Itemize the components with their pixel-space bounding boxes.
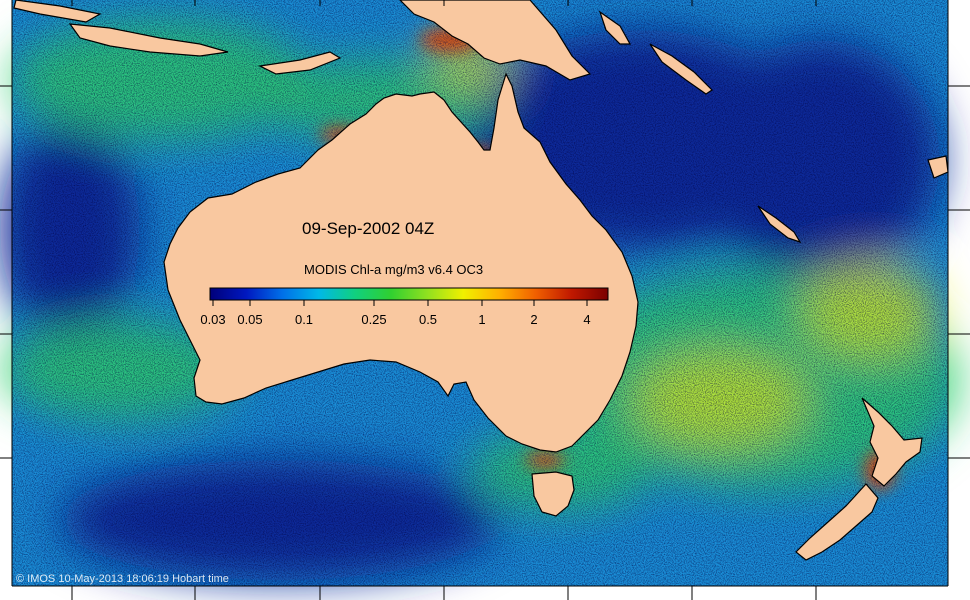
timor	[258, 51, 342, 75]
tick-label-0.1: 0.1	[294, 312, 314, 327]
legend-title: MODIS Chl-a mg/m3 v6.4 OC3	[304, 262, 484, 277]
new-guinea	[399, 0, 592, 81]
date-label: 09-Sep-2002 04Z	[302, 219, 435, 238]
tick-label-0.03: 0.03	[200, 312, 226, 327]
new-caledonia	[757, 205, 802, 244]
new-zealand-south-island	[795, 483, 879, 561]
colorbar	[209, 287, 609, 301]
bougainville	[598, 10, 632, 45]
tasmania	[531, 471, 575, 517]
map-frame	[11, 0, 949, 587]
new-zealand-north-island	[861, 397, 923, 487]
tick-label-0.05: 0.05	[237, 312, 263, 327]
tick-label-1: 1	[478, 312, 486, 327]
australia-mainland	[163, 72, 639, 453]
credit-label: © IMOS 10-May-2013 18:06:19 Hobart time	[16, 573, 229, 585]
tick-label-0.25: 0.25	[361, 312, 387, 327]
tick-label-4: 4	[583, 312, 591, 327]
land-masses	[13, 0, 949, 561]
tick-label-2: 2	[530, 312, 538, 327]
tick-label-0.5: 0.5	[418, 312, 438, 327]
solomon-islands	[649, 43, 713, 95]
colorbar-ticks	[212, 300, 588, 306]
indonesia-islands	[68, 23, 229, 57]
java-island	[13, 0, 102, 23]
